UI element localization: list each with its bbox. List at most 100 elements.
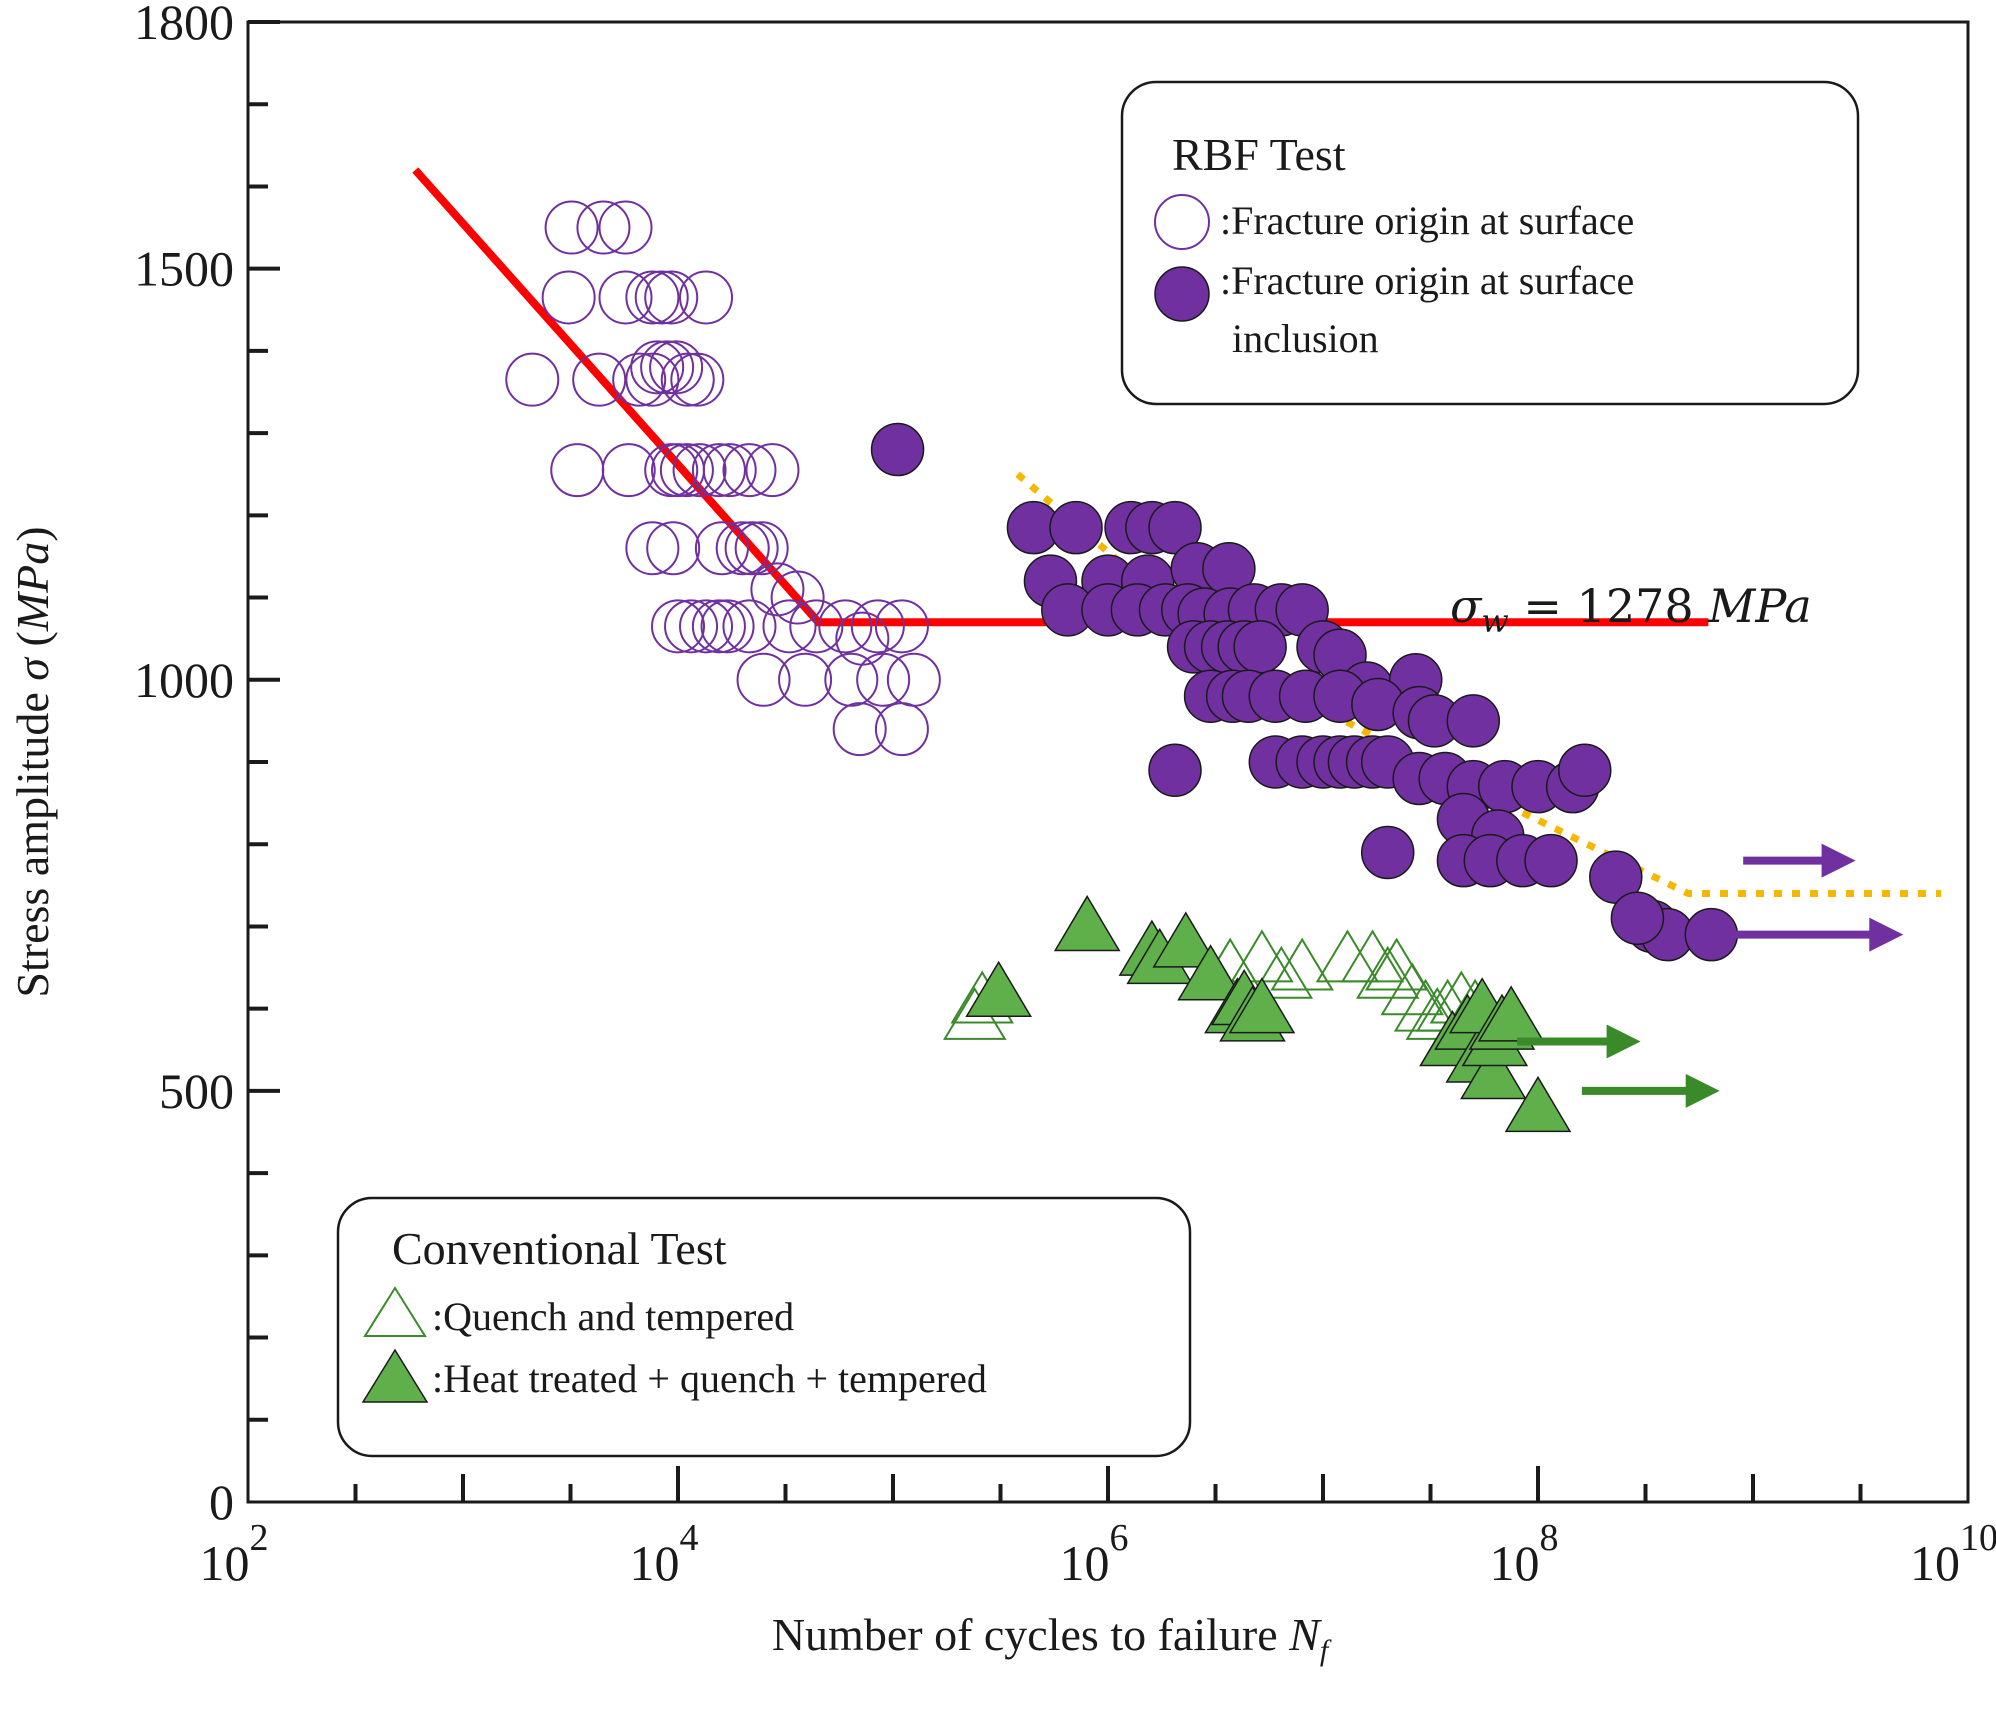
runout-arrow-head: [1685, 1073, 1720, 1108]
filled-circle-point: [1446, 694, 1501, 748]
open-circle-point: [745, 443, 800, 498]
open-circle-point: [598, 270, 653, 325]
legend-conventional: Conventional Test :Quench and tempered :…: [336, 1196, 1192, 1458]
open-circle-point: [700, 599, 755, 654]
open-circle-point: [679, 599, 734, 654]
filled-circle-point: [1360, 825, 1415, 880]
legend-conventional-title: Conventional Test: [392, 1223, 727, 1274]
filled-circle-point: [1524, 833, 1578, 888]
x-tick-label: 1010: [1910, 1517, 1996, 1591]
open-circle-point: [856, 652, 911, 707]
filled-triangle-point: [1460, 1042, 1527, 1100]
legend-conventional-box: [336, 1196, 1192, 1458]
legend-conventional-entry-2: :Heat treated + quench + tempered: [432, 1356, 987, 1401]
open-circle-point: [789, 599, 844, 654]
y-tick-label: 1000: [134, 652, 234, 708]
open-circle-point: [640, 340, 695, 395]
open-triangle-point: [1380, 962, 1444, 1016]
open-circle-point: [505, 352, 560, 407]
open-circle-point: [646, 521, 701, 576]
open-circle-point: [625, 352, 680, 407]
open-circle-point: [550, 443, 605, 498]
open-circle-point: [601, 443, 656, 498]
fit-line: [412, 167, 1709, 627]
x-tick-label: 106: [1060, 1517, 1129, 1591]
filled-triangle-point: [1477, 985, 1545, 1042]
open-circle-point: [672, 443, 727, 498]
open-circle-point: [625, 270, 680, 325]
open-circle-point: [598, 200, 653, 255]
filled-circle-point: [1148, 743, 1202, 797]
open-circle-point: [874, 599, 929, 654]
open-circle-point: [644, 270, 699, 325]
open-circle-point: [541, 270, 596, 325]
open-circle-point: [544, 200, 599, 255]
open-circle-point: [651, 599, 705, 654]
x-tick-label: 102: [200, 1517, 269, 1591]
open-circle-point: [762, 599, 817, 654]
open-circle-point: [886, 652, 941, 707]
open-circle-point: [670, 352, 725, 407]
open-circle-point: [724, 521, 779, 576]
data-series: [505, 200, 1739, 1133]
filled-triangle-point: [1053, 894, 1121, 952]
y-tick-label: 1500: [134, 241, 234, 297]
open-triangle-point: [1270, 937, 1334, 991]
y-tick-label: 1800: [134, 0, 234, 50]
filled-circle-point: [1049, 500, 1103, 555]
open-circle-point: [691, 599, 746, 654]
open-circle-point: [850, 599, 905, 654]
filled-circle-point: [1684, 907, 1739, 962]
x-tick-label: 108: [1490, 1517, 1559, 1591]
open-circle-point: [634, 270, 689, 325]
open-circle-point: [659, 443, 714, 498]
runout-arrow-head: [1821, 843, 1856, 878]
filled-triangle-point: [1152, 911, 1220, 968]
x-tick-label: 104: [630, 1517, 699, 1591]
open-circle-point: [572, 352, 627, 407]
legend-rbf-box: [1120, 80, 1860, 406]
y-axis-title: Stress amplitude σ (MPa): [7, 526, 58, 997]
filled-circle-point: [1558, 743, 1612, 797]
legend-conventional-entry-1: :Quench and tempered: [432, 1294, 794, 1339]
filled-triangle-point: [1228, 977, 1296, 1034]
runout-arrow-head: [1606, 1024, 1641, 1059]
x-axis: 102 104 106 108 1010: [200, 1466, 1996, 1591]
legend-rbf-entry-1: :Fracture origin at surface: [1220, 198, 1634, 243]
open-circle-point: [664, 599, 719, 654]
open-circle-point: [722, 599, 777, 654]
open-circle-point: [832, 702, 887, 757]
filled-circle-point: [870, 422, 925, 477]
fit-line-segment: [412, 167, 1709, 627]
filled-triangle-point: [1177, 944, 1244, 1001]
y-tick-label: 0: [209, 1474, 234, 1530]
open-circle-point: [691, 443, 746, 498]
runout-arrows: [1517, 843, 1904, 1108]
open-circle-point: [770, 570, 825, 625]
open-circle-point: [702, 443, 757, 498]
open-circle-legend-marker: [1154, 194, 1210, 250]
open-circle-point: [824, 652, 879, 707]
open-circle-point: [612, 352, 667, 407]
filled-triangle-point: [965, 960, 1032, 1017]
open-circle-point: [778, 652, 833, 707]
open-circle-point: [679, 270, 734, 325]
open-circle-point: [722, 443, 777, 498]
y-tick-label: 500: [159, 1063, 234, 1119]
filled-circle-legend-marker: [1154, 266, 1210, 322]
filled-triangle-point: [1504, 1075, 1572, 1133]
open-circle-point: [625, 521, 680, 576]
x-axis-title: Number of cycles to failure Nf: [772, 1609, 1332, 1667]
open-circle-point: [694, 521, 749, 576]
open-circle-point: [736, 652, 791, 707]
filled-triangle-legend-marker: [361, 1348, 429, 1403]
open-circle-point: [818, 599, 873, 654]
open-circle-point: [734, 521, 789, 576]
y-axis: 0 500 1000 1500 1800: [134, 0, 280, 1530]
legend-rbf: RBF Test :Fracture origin at surface :Fr…: [1120, 80, 1860, 406]
open-triangle-point: [1249, 945, 1314, 999]
endurance-limit-annotation: σw = 1278 MPa: [1450, 579, 1812, 640]
filled-circle-point: [1148, 500, 1202, 555]
legend-rbf-entry-2-line2: inclusion: [1232, 316, 1379, 361]
open-circle-point: [576, 200, 631, 255]
